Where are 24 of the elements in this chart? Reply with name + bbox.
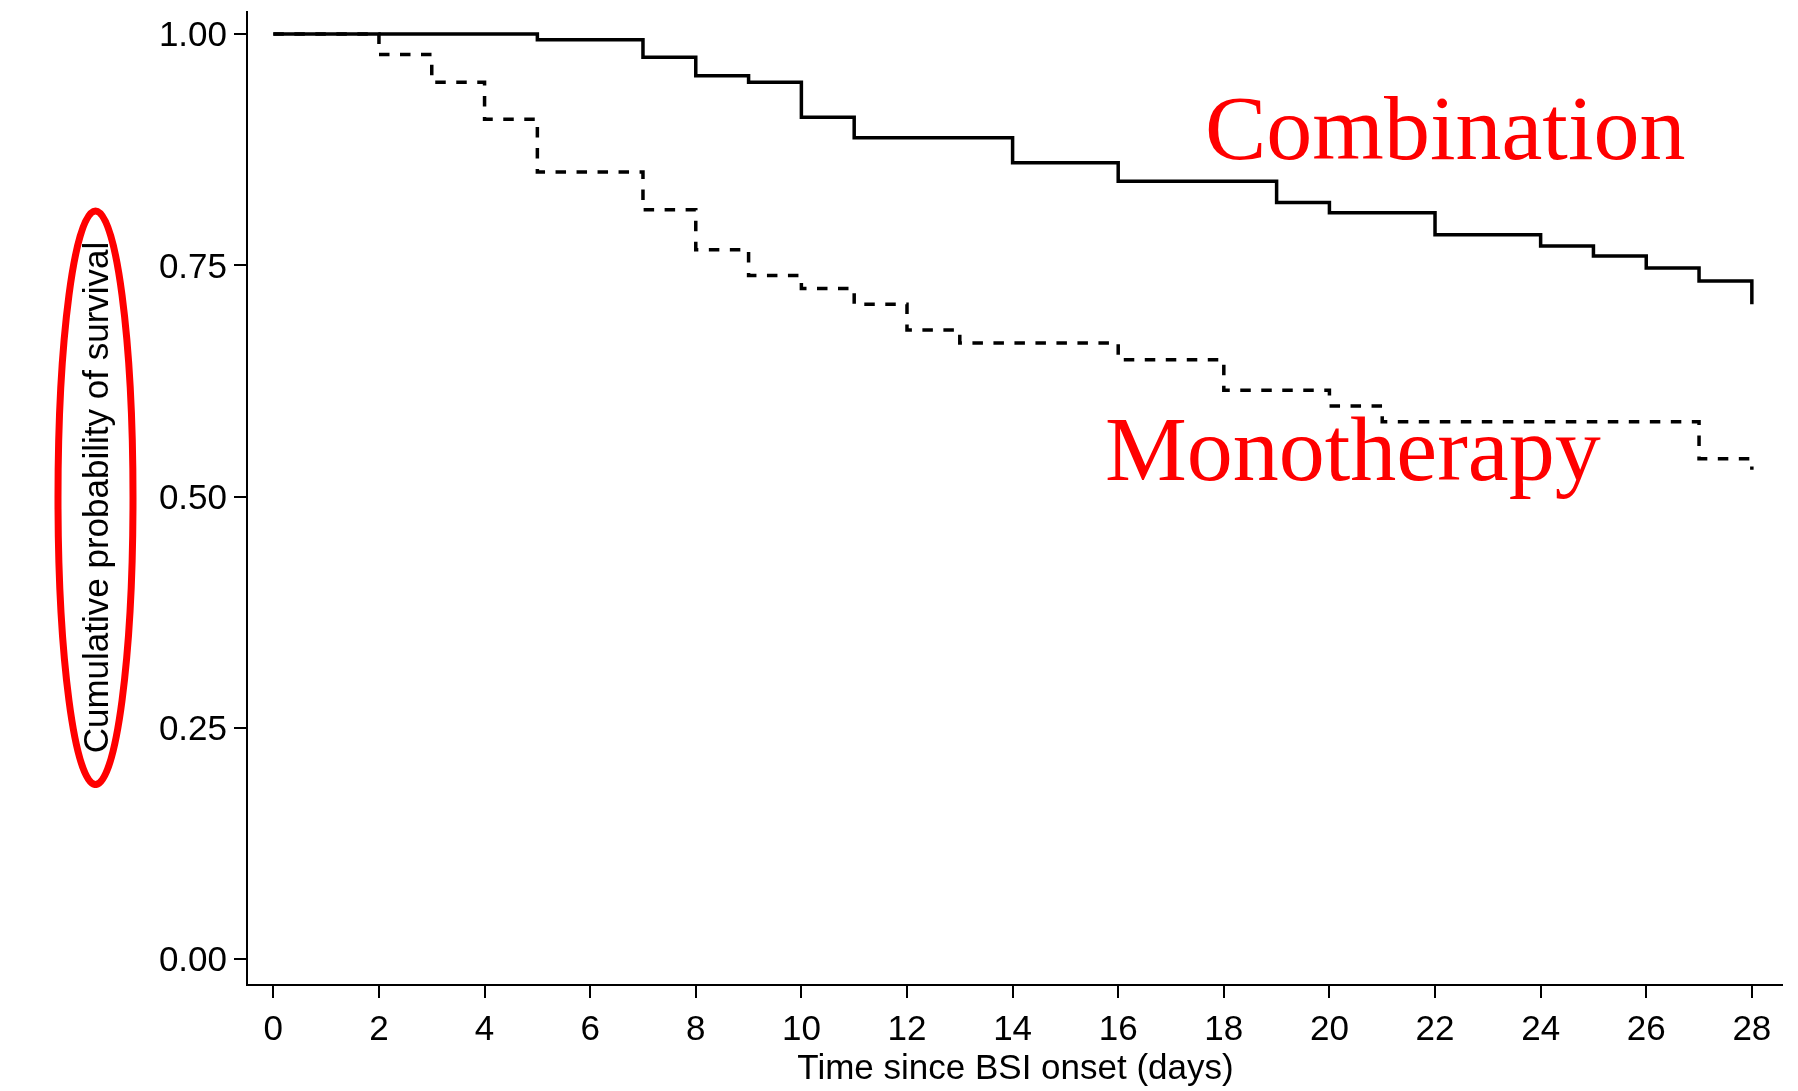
x-tick-label: 24	[1521, 1008, 1561, 1047]
series-label: Combination	[1205, 77, 1686, 179]
x-tick-label: 10	[781, 1008, 821, 1047]
x-tick-label: 6	[580, 1008, 600, 1047]
x-tick-label: 2	[369, 1008, 389, 1047]
x-tick-label: 4	[474, 1008, 495, 1047]
x-tick-label: 20	[1309, 1008, 1349, 1047]
x-tick-label: 22	[1415, 1008, 1455, 1047]
y-axis-title: Cumulative probability of survival	[75, 241, 115, 754]
y-tick-label: 0.25	[158, 708, 227, 748]
x-axis-title: Time since BSI onset (days)	[797, 1047, 1234, 1086]
x-tick-label: 28	[1732, 1008, 1772, 1047]
x-tick-label: 14	[993, 1008, 1033, 1047]
y-tick-label: 0.75	[158, 245, 227, 285]
y-tick-label: 1.00	[158, 14, 227, 54]
x-tick-label: 18	[1204, 1008, 1244, 1047]
y-tick-label: 0.50	[158, 476, 227, 516]
x-tick-label: 12	[887, 1008, 927, 1047]
x-tick-label: 0	[263, 1008, 284, 1047]
x-tick-label: 16	[1098, 1008, 1138, 1047]
x-tick-label: 8	[686, 1008, 706, 1047]
x-tick-label: 26	[1626, 1008, 1666, 1047]
series-label: Monotherapy	[1105, 398, 1601, 500]
y-tick-label: 0.00	[158, 939, 227, 979]
